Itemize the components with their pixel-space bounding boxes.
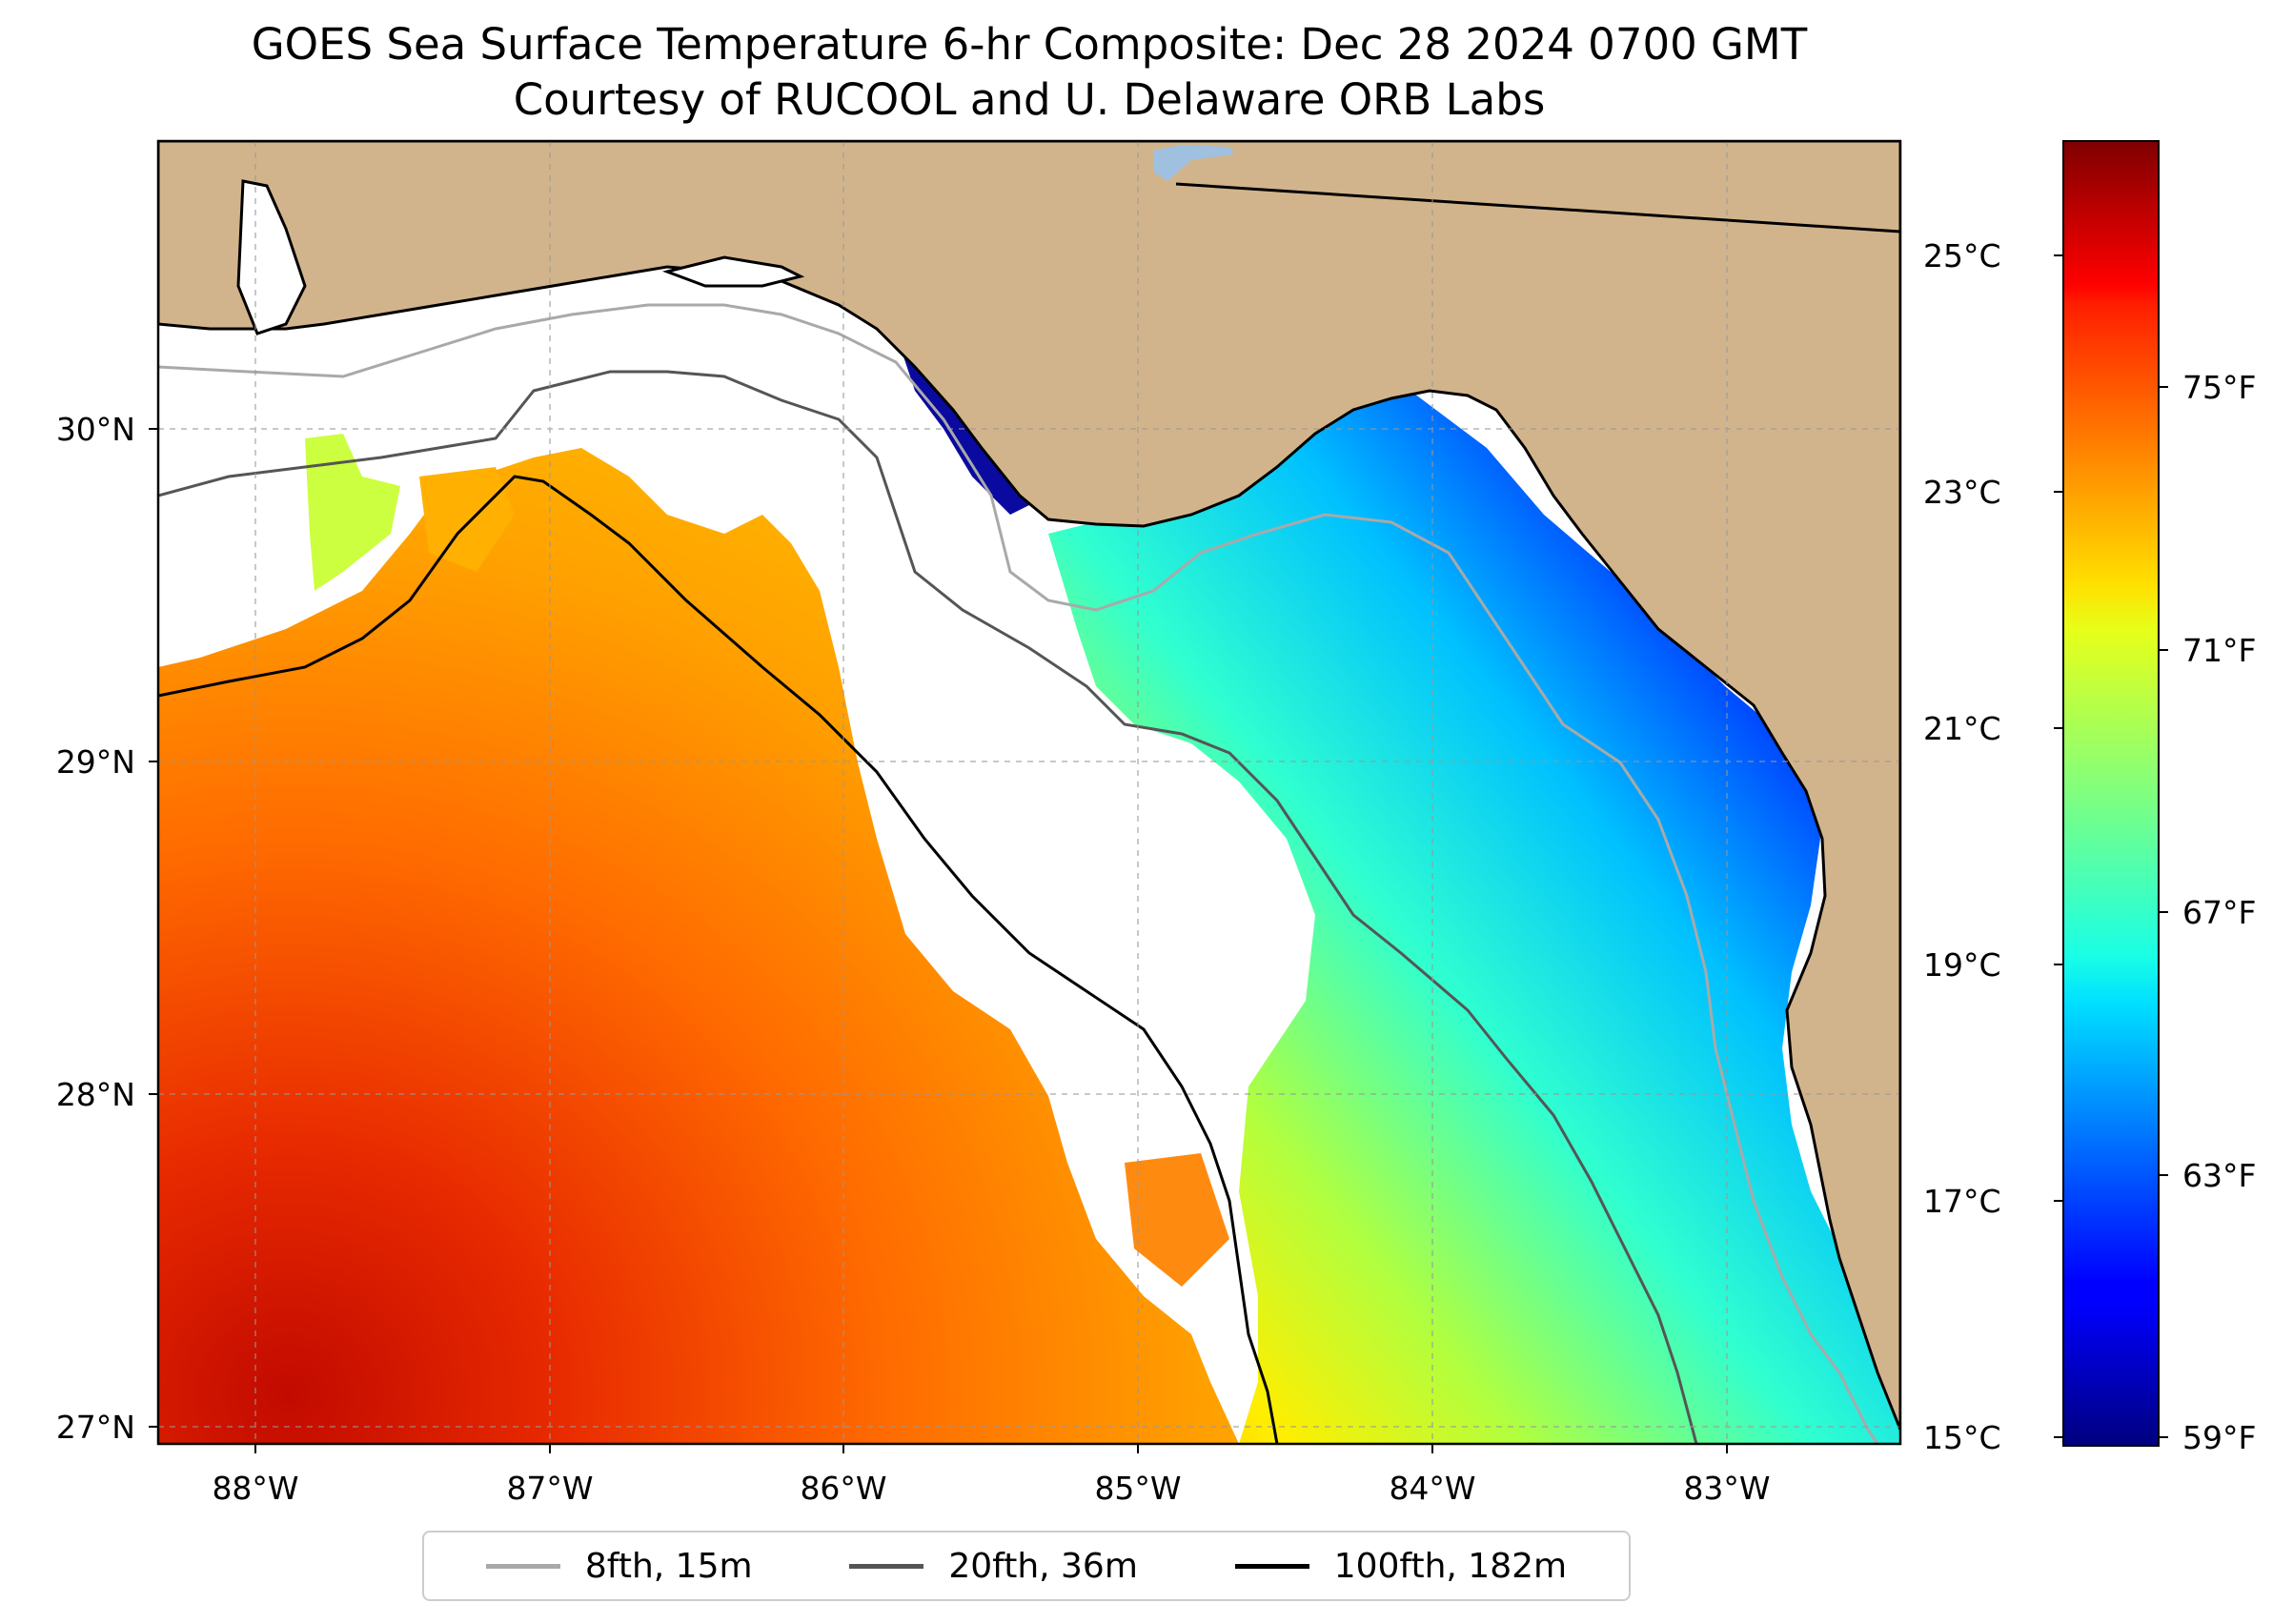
grid-lines <box>158 141 1900 1444</box>
legend-item-8fth: 8fth, 15m <box>485 1546 753 1586</box>
legend-label: 100fth, 182m <box>1333 1546 1568 1586</box>
legend-swatch <box>849 1563 924 1569</box>
celsius-tick-labels: 25°C 23°C 21°C 19°C 17°C 15°C <box>1923 237 2001 1456</box>
contour-20fth <box>158 370 1698 1444</box>
colorbar <box>2062 140 2160 1447</box>
lon-tick-label: 86°W <box>800 1470 886 1507</box>
contour-100fth <box>158 475 1279 1444</box>
sst-warm-field <box>158 448 1239 1444</box>
lat-tick-labels: 27°N 28°N 29°N 30°N <box>56 411 135 1446</box>
fahrenheit-tick-label: 63°F <box>2182 1157 2256 1194</box>
legend-label: 20fth, 36m <box>948 1546 1138 1586</box>
sst-yellow-patch <box>305 434 400 591</box>
celsius-tick-label: 21°C <box>1923 710 2001 747</box>
map-frame <box>156 139 1902 1446</box>
map-title: GOES Sea Surface Temperature 6-hr Compos… <box>158 17 1900 128</box>
inland-lake <box>1153 145 1234 181</box>
celsius-tick-marks <box>2054 254 2063 1438</box>
state-border <box>1175 182 1900 233</box>
legend-label: 8fth, 15m <box>584 1546 753 1586</box>
lat-tick-marks <box>149 428 158 1428</box>
fahrenheit-tick-labels: 75°F 71°F 67°F 63°F 59°F <box>2182 369 2256 1456</box>
celsius-tick-label: 19°C <box>1923 946 2001 984</box>
celsius-tick-label: 23°C <box>1923 474 2001 511</box>
lon-tick-marks <box>254 1444 1728 1453</box>
lon-tick-label: 84°W <box>1389 1470 1475 1507</box>
fahrenheit-tick-label: 71°F <box>2182 632 2256 669</box>
sst-warm-patch <box>419 467 515 572</box>
fahrenheit-tick-label: 59°F <box>2182 1419 2256 1456</box>
fahrenheit-tick-label: 75°F <box>2182 369 2256 406</box>
lat-tick-label: 29°N <box>56 743 135 781</box>
celsius-tick-label: 17°C <box>1923 1183 2001 1220</box>
lon-tick-labels: 88°W 87°W 86°W 85°W 84°W 83°W <box>212 1470 1770 1507</box>
lon-tick-label: 87°W <box>506 1470 593 1507</box>
title-line-2: Courtesy of RUCOOL and U. Delaware ORB L… <box>513 74 1546 125</box>
fahrenheit-tick-marks <box>2159 386 2168 1438</box>
lat-tick-label: 27°N <box>56 1409 135 1446</box>
title-line-1: GOES Sea Surface Temperature 6-hr Compos… <box>251 19 1808 70</box>
fahrenheit-tick-label: 67°F <box>2182 894 2256 931</box>
lon-tick-label: 88°W <box>212 1470 298 1507</box>
land <box>158 141 1900 1431</box>
lon-tick-label: 85°W <box>1094 1470 1181 1507</box>
legend-swatch <box>485 1563 560 1569</box>
legend-item-20fth: 20fth, 36m <box>849 1547 1138 1586</box>
sst-eastern-warm-patch <box>1125 1153 1229 1287</box>
contour-8fth <box>158 303 1879 1444</box>
map-area <box>158 141 1900 1444</box>
celsius-tick-label: 15°C <box>1923 1419 2001 1456</box>
contour-legend: 8fth, 15m 20fth, 36m 100fth, 182m <box>422 1531 1631 1601</box>
lat-tick-label: 28°N <box>56 1076 135 1113</box>
celsius-tick-label: 25°C <box>1923 237 2001 274</box>
bay <box>661 255 805 288</box>
legend-swatch <box>1234 1563 1309 1569</box>
lat-tick-label: 30°N <box>56 411 135 448</box>
lon-tick-label: 83°W <box>1683 1470 1770 1507</box>
legend-item-100fth: 100fth, 182m <box>1234 1546 1568 1586</box>
